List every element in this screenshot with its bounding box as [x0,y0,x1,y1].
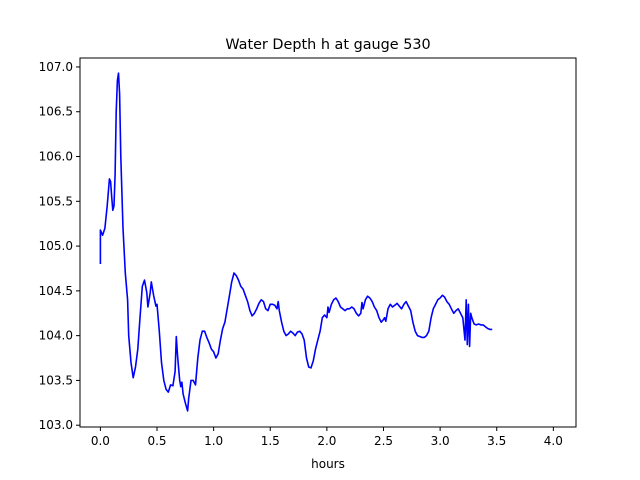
y-tick-label: 105.5 [39,194,73,208]
y-tick-label: 106.5 [39,105,73,119]
y-tick-label: 104.5 [39,284,73,298]
x-tick-label: 3.0 [431,434,450,448]
y-tick-label: 103.0 [39,418,73,432]
y-tick-label: 105.0 [39,239,73,253]
x-tick-label: 1.5 [261,434,280,448]
x-tick-label: 1.0 [204,434,223,448]
chart-title: Water Depth h at gauge 530 [225,37,430,53]
y-tick-label: 106.0 [39,150,73,164]
x-tick-label: 3.5 [487,434,506,448]
y-axis: 103.0 103.5 104.0 104.5 105.0 105.5 106.0 106.5… [39,60,80,432]
x-tick-label: 2.5 [374,434,393,448]
x-tick-label: 0.5 [147,434,166,448]
y-tick-label: 107.0 [39,60,73,74]
series-line [99,72,493,412]
x-tick-label: 4.0 [544,434,563,448]
x-axis-label: hours [311,457,345,471]
plot-area [99,72,493,412]
x-axis: 0.0 0.5 1.0 1.5 2.0 2.5 3.0 3.5 4.0 [91,427,563,448]
x-tick-label: 0.0 [91,434,110,448]
y-tick-label: 103.5 [39,373,73,387]
x-tick-label: 2.0 [317,434,336,448]
axes-frame [79,57,577,428]
y-tick-label: 104.0 [39,329,73,343]
